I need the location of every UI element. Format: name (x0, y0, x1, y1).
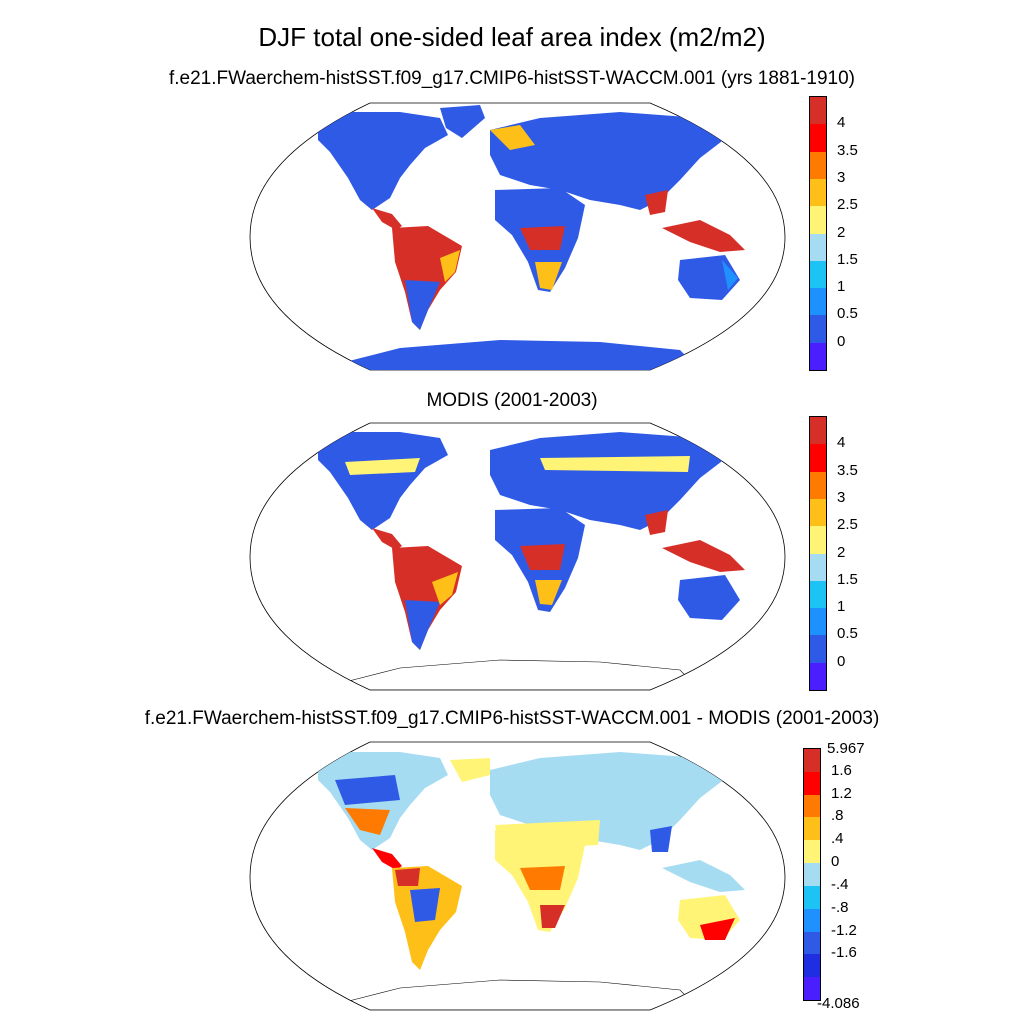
colorbar-3-swatch-5 (804, 863, 820, 887)
colorbar-2-tick-label: 0 (837, 652, 846, 670)
map-panel-3 (249, 741, 786, 1011)
colorbar-1-tick-label: 3.5 (837, 141, 858, 159)
colorbar-3-swatch-7 (804, 908, 820, 933)
colorbar-2-tick-label: 2.5 (837, 516, 858, 534)
colorbar-2-swatch-5 (810, 553, 826, 582)
colorbar-1-tick-label: 1.5 (837, 250, 858, 268)
colorbar-3-tick-label: 1.2 (831, 784, 852, 802)
australia (678, 575, 740, 620)
maritime-asia (662, 220, 745, 252)
central-america (372, 208, 402, 230)
colorbar-2-tick-label: 2 (837, 543, 846, 561)
eurasia (490, 112, 730, 210)
colorbar-1-swatch-5 (810, 233, 826, 262)
figure-title: DJF total one-sided leaf area index (m2/… (258, 22, 766, 52)
central-america (372, 848, 402, 870)
colorbar-2-swatch-1 (810, 444, 826, 473)
colorbar-1-swatch-9 (810, 342, 826, 371)
colorbar-3-tick-label: -.8 (831, 898, 849, 916)
colorbar-2-tick-label: 0.5 (837, 625, 858, 643)
colorbar-1-swatch-3 (810, 178, 826, 207)
colorbar-3-tick-label: 1.6 (831, 761, 852, 779)
panel-2-title: MODIS (2001-2003) (426, 390, 598, 411)
colorbar-2-swatch-6 (810, 580, 826, 609)
colorbar-2-swatch-3 (810, 498, 826, 527)
central-america (372, 528, 402, 550)
colorbar-3-swatch-8 (804, 931, 820, 955)
colorbar-1-tick-label: 2 (837, 223, 846, 241)
colorbar-1-tick-label: 2.5 (837, 196, 858, 214)
map-panel-2 (249, 422, 786, 691)
colorbar-3-min-label: -4.086 (817, 995, 860, 1012)
colorbar-3-swatch-9 (804, 954, 820, 978)
antarctica (339, 659, 701, 690)
colorbar-1-swatch-1 (810, 124, 826, 153)
colorbar-2-tick-label: 3.5 (837, 461, 858, 479)
colorbar-3-swatch-3 (804, 817, 820, 841)
colorbar-1-swatch-0 (810, 97, 826, 125)
colorbar-1-swatch-6 (810, 260, 826, 289)
colorbar-1-tick-label: 3 (837, 168, 846, 186)
greenland (450, 758, 490, 782)
colorbar-3-tick-label: -1.2 (831, 921, 857, 939)
panel-3-title: f.e21.FWaerchem-histSST.f09_g17.CMIP6-hi… (144, 708, 880, 729)
north-america (318, 432, 448, 530)
maritime-asia (662, 540, 745, 572)
antarctica (339, 979, 701, 1010)
colorbar-3-swatch-10 (804, 977, 820, 1001)
colorbar-2-tick-label: 3 (837, 488, 846, 506)
colorbar-3-tick-label: .8 (831, 807, 844, 825)
colorbar-3-swatch-0 (804, 749, 820, 773)
colorbar-1-swatch-8 (810, 315, 826, 344)
colorbar-3-tick-label: -1.6 (831, 944, 857, 962)
colorbar-1-tick-label: 4 (837, 114, 846, 132)
colorbar-3-box (803, 748, 821, 1001)
colorbar-2-swatch-0 (810, 417, 826, 445)
colorbar-2-box (809, 416, 827, 691)
colorbar-2-tick-label: 1 (837, 598, 846, 616)
maritime-asia (662, 860, 745, 892)
colorbar-2-swatch-9 (810, 662, 826, 691)
colorbar-1-swatch-2 (810, 151, 826, 180)
colorbar-3-tick-label: -.4 (831, 875, 849, 893)
map-panel-1 (249, 102, 786, 371)
north-america (318, 112, 448, 210)
colorbar-3-swatch-6 (804, 885, 820, 910)
colorbar-3-tick-label: .4 (831, 830, 844, 848)
colorbar-2-swatch-4 (810, 526, 826, 554)
colorbar-2-swatch-2 (810, 471, 826, 500)
colorbar-2-tick-label: 1.5 (837, 570, 858, 588)
greenland (440, 105, 485, 138)
colorbar-1-tick-label: 0.5 (837, 305, 858, 323)
colorbar-3-swatch-2 (804, 794, 820, 818)
colorbar-1-box (809, 96, 827, 371)
antarctica (340, 340, 700, 370)
colorbar-1-swatch-7 (810, 288, 826, 316)
colorbar-2-tick-label: 4 (837, 434, 846, 452)
colorbar-2-swatch-7 (810, 608, 826, 636)
colorbar-3-swatch-1 (804, 771, 820, 796)
colorbar-1-tick-label: 0 (837, 332, 846, 350)
colorbar-3-swatch-4 (804, 840, 820, 864)
colorbar-3-max-label: 5.967 (827, 740, 865, 757)
colorbar-1-swatch-4 (810, 206, 826, 234)
colorbar-2-swatch-8 (810, 635, 826, 664)
panel-1-title: f.e21.FWaerchem-histSST.f09_g17.CMIP6-hi… (168, 68, 855, 89)
colorbar-1-tick-label: 1 (837, 278, 846, 296)
colorbar-3-tick-label: 0 (831, 853, 840, 871)
